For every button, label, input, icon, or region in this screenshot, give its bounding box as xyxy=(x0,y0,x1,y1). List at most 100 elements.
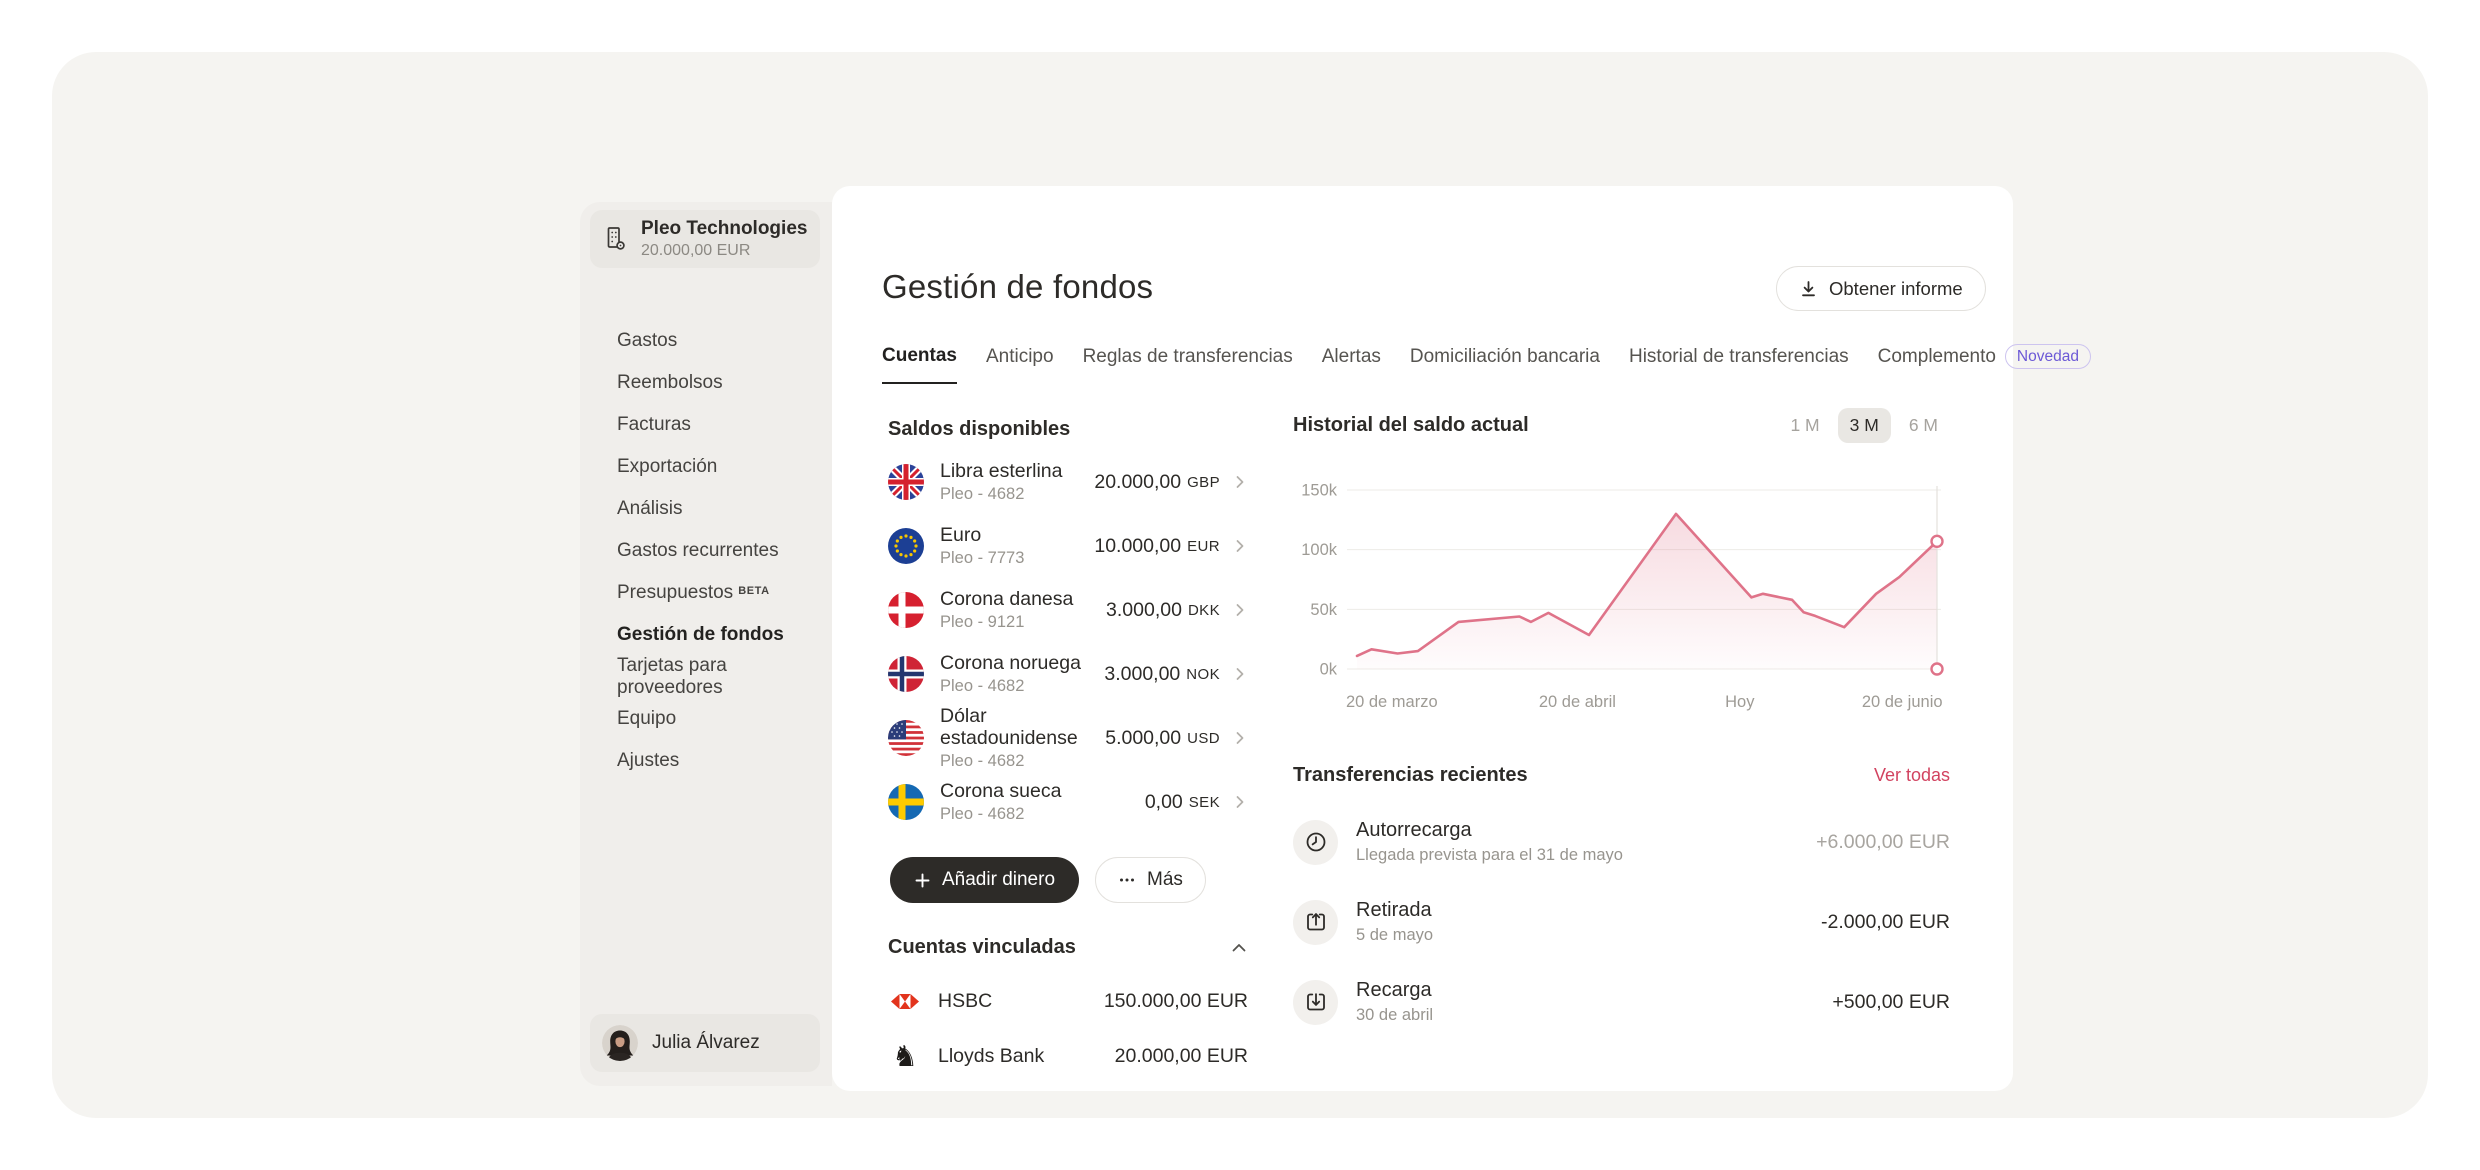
withdraw-icon xyxy=(1293,900,1338,945)
beta-badge: BETA xyxy=(738,585,770,597)
balance-currency-code: USD xyxy=(1187,730,1220,747)
transfer-amount: -2.000,00 EUR xyxy=(1821,911,1950,934)
flag-se-icon xyxy=(888,784,924,820)
balance-row-eur[interactable]: Euro Pleo - 7773 10.000,00 EUR xyxy=(888,514,1248,578)
transfer-row-recarga[interactable]: Recarga 30 de abril +500,00 EUR xyxy=(1293,962,1950,1042)
clock-icon xyxy=(1293,820,1338,865)
add-money-button[interactable]: Añadir dinero xyxy=(890,857,1079,903)
page-title: Gestión de fondos xyxy=(882,268,1153,306)
tab-complemento[interactable]: Complemento Novedad xyxy=(1878,344,2091,384)
deposit-icon xyxy=(1293,980,1338,1025)
linked-account-name: HSBC xyxy=(938,990,992,1013)
linked-account-name: Lloyds Bank xyxy=(938,1045,1044,1068)
flag-gb-icon xyxy=(888,464,924,500)
svg-text:100k: 100k xyxy=(1301,541,1338,559)
range-option-1m[interactable]: 1 M xyxy=(1778,408,1831,443)
tab-cuentas[interactable]: Cuentas xyxy=(882,344,957,384)
balance-name: Dólar estadounidense xyxy=(940,705,1105,750)
balance-amount: 3.000,00 xyxy=(1104,663,1180,686)
chevron-right-icon xyxy=(1232,474,1248,490)
company-selector[interactable]: Pleo Technologies 20.000,00 EUR xyxy=(590,210,820,268)
range-option-3m[interactable]: 3 M xyxy=(1838,408,1891,443)
chevron-right-icon xyxy=(1232,794,1248,810)
avatar xyxy=(602,1025,638,1061)
svg-text:150k: 150k xyxy=(1301,482,1338,500)
sidebar-item-equipo[interactable]: Equipo xyxy=(617,698,827,740)
balance-row-dkk[interactable]: Corona danesa Pleo - 9121 3.000,00 DKK xyxy=(888,578,1248,642)
balance-currency-code: EUR xyxy=(1187,538,1220,555)
balances-title: Saldos disponibles xyxy=(888,418,1070,441)
flag-no-icon xyxy=(888,656,924,692)
balance-currency-code: GBP xyxy=(1187,474,1220,491)
ellipsis-icon xyxy=(1118,871,1136,889)
transfer-subtitle: Llegada prevista para el 31 de mayo xyxy=(1356,846,1623,865)
flag-dk-icon xyxy=(888,592,924,628)
company-name: Pleo Technologies xyxy=(641,218,807,240)
sidebar-item-exportacion[interactable]: Exportación xyxy=(617,446,827,488)
transfer-row-retirada[interactable]: Retirada 5 de mayo -2.000,00 EUR xyxy=(1293,882,1950,962)
sidebar-item-ajustes[interactable]: Ajustes xyxy=(617,740,827,782)
outer-card: Pleo Technologies 20.000,00 EUR Gastos R… xyxy=(52,52,2428,1118)
user-menu[interactable]: Julia Álvarez xyxy=(590,1014,820,1072)
balance-row-nok[interactable]: Corona noruega Pleo - 4682 3.000,00 NOK xyxy=(888,642,1248,706)
chevron-up-icon[interactable] xyxy=(1230,939,1248,957)
linked-accounts-title: Cuentas vinculadas xyxy=(888,936,1076,959)
balance-amount: 3.000,00 xyxy=(1106,599,1182,622)
flag-us-icon xyxy=(888,720,924,756)
transfer-title: Retirada xyxy=(1356,899,1433,922)
balance-amount: 5.000,00 xyxy=(1105,727,1181,750)
balance-row-usd[interactable]: Dólar estadounidense Pleo - 4682 5.000,0… xyxy=(888,706,1248,770)
transfer-subtitle: 5 de mayo xyxy=(1356,926,1433,945)
download-icon xyxy=(1799,279,1818,298)
balance-sub: Pleo - 4682 xyxy=(940,485,1062,504)
flag-eu-icon xyxy=(888,528,924,564)
sidebar-item-presupuestos[interactable]: PresupuestosBETA xyxy=(617,572,827,614)
svg-text:Hoy: Hoy xyxy=(1725,693,1755,711)
linked-account-amount: 150.000,00 EUR xyxy=(1104,990,1248,1013)
balance-sub: Pleo - 4682 xyxy=(940,752,1105,771)
chevron-right-icon xyxy=(1232,730,1248,746)
tab-historial-transferencias[interactable]: Historial de transferencias xyxy=(1629,344,1849,384)
balance-currency-code: NOK xyxy=(1186,666,1220,683)
transfers-list: Autorrecarga Llegada prevista para el 31… xyxy=(1293,802,1950,1042)
balance-sub: Pleo - 7773 xyxy=(940,549,1024,568)
chevron-right-icon xyxy=(1232,538,1248,554)
balance-name: Euro xyxy=(940,524,1024,546)
balance-row-gbp[interactable]: Libra esterlina Pleo - 4682 20.000,00 GB… xyxy=(888,450,1248,514)
balance-amount: 0,00 xyxy=(1145,791,1183,814)
linked-account-row-hsbc[interactable]: HSBC 150.000,00 EUR xyxy=(888,974,1248,1029)
tab-domiciliacion-bancaria[interactable]: Domiciliación bancaria xyxy=(1410,344,1600,384)
company-balance: 20.000,00 EUR xyxy=(641,242,807,260)
sidebar-item-facturas[interactable]: Facturas xyxy=(617,404,827,446)
linked-account-row-lloyds[interactable]: ♞ Lloyds Bank 20.000,00 EUR xyxy=(888,1029,1248,1084)
sidebar-item-gastos[interactable]: Gastos xyxy=(617,320,827,362)
chart-title: Historial del saldo actual xyxy=(1293,414,1529,437)
sidebar-item-reembolsos[interactable]: Reembolsos xyxy=(617,362,827,404)
balance-amount: 20.000,00 xyxy=(1094,471,1181,494)
sidebar-item-analisis[interactable]: Análisis xyxy=(617,488,827,530)
linked-accounts-list: HSBC 150.000,00 EUR ♞ Lloyds Bank 20.000… xyxy=(888,974,1248,1084)
balance-sub: Pleo - 4682 xyxy=(940,677,1081,696)
get-report-button[interactable]: Obtener informe xyxy=(1776,266,1986,311)
hsbc-logo xyxy=(888,993,922,1010)
sidebar-item-tarjetas-proveedores[interactable]: Tarjetas para proveedores xyxy=(617,656,827,698)
balance-name: Corona danesa xyxy=(940,588,1073,610)
balance-sub: Pleo - 4682 xyxy=(940,805,1061,824)
transfer-subtitle: 30 de abril xyxy=(1356,1006,1433,1025)
transfer-row-autorrecarga[interactable]: Autorrecarga Llegada prevista para el 31… xyxy=(1293,802,1950,882)
sidebar-item-gestion-de-fondos[interactable]: Gestión de fondos xyxy=(617,614,827,656)
more-button[interactable]: Más xyxy=(1095,857,1206,903)
balance-row-sek[interactable]: Corona sueca Pleo - 4682 0,00 SEK xyxy=(888,770,1248,834)
balances-list: Libra esterlina Pleo - 4682 20.000,00 GB… xyxy=(888,450,1248,834)
balance-amount: 10.000,00 xyxy=(1094,535,1181,558)
range-option-6m[interactable]: 6 M xyxy=(1897,408,1950,443)
app-root: Pleo Technologies 20.000,00 EUR Gastos R… xyxy=(0,0,2480,1170)
tab-reglas-transferencias[interactable]: Reglas de transferencias xyxy=(1083,344,1293,384)
sidebar-item-gastos-recurrentes[interactable]: Gastos recurrentes xyxy=(617,530,827,572)
tab-anticipo[interactable]: Anticipo xyxy=(986,344,1054,384)
novedad-badge: Novedad xyxy=(2005,344,2091,369)
view-all-link[interactable]: Ver todas xyxy=(1874,765,1950,786)
balance-name: Corona noruega xyxy=(940,652,1081,674)
svg-text:20 de abril: 20 de abril xyxy=(1539,693,1616,711)
tab-alertas[interactable]: Alertas xyxy=(1322,344,1381,384)
